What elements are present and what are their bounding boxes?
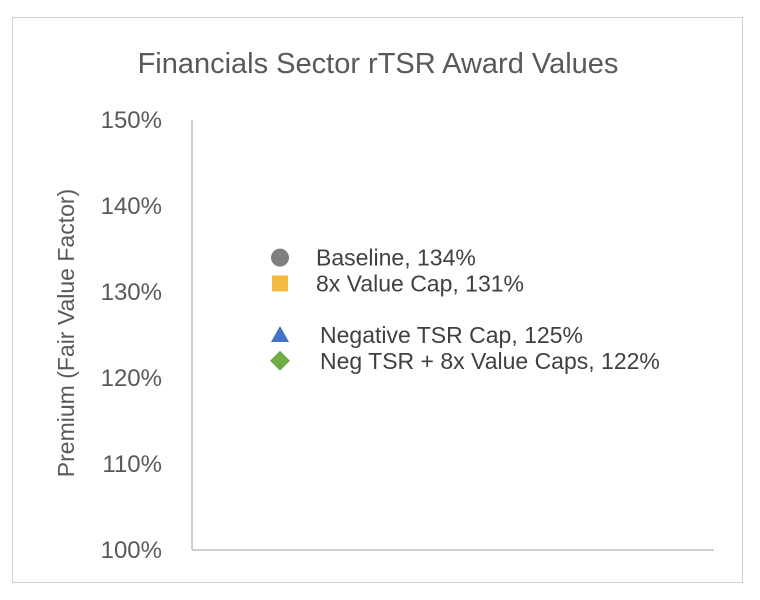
data-point-diamond (270, 350, 290, 371)
y-tick-label: 100% (101, 537, 162, 564)
data-label: Negative TSR Cap, 125% (320, 322, 583, 348)
data-label: Baseline, 134% (316, 245, 476, 271)
y-tick-label: 130% (101, 279, 162, 306)
y-tick-label: 140% (101, 193, 162, 220)
y-tick-label: 120% (101, 365, 162, 392)
y-tick-label: 150% (101, 107, 162, 134)
data-points: Baseline, 134%8x Value Cap, 131% Negative… (270, 245, 660, 374)
data-point-triangle (271, 326, 289, 342)
y-tick-label: 110% (102, 451, 162, 478)
data-label: Neg TSR + 8x Value Caps, 122% (320, 348, 660, 374)
data-point-square (272, 275, 288, 292)
y-axis-ticks: 100% 110% 120% 130% 140% 150% (101, 107, 162, 564)
chart-frame (12, 17, 743, 583)
data-point-circle (271, 248, 289, 267)
data-label: 8x Value Cap, 131% (316, 270, 524, 296)
chart-title: Financials Sector rTSR Award Values (138, 48, 619, 80)
y-axis-label: Premium (Fair Value Factor) (53, 189, 79, 477)
